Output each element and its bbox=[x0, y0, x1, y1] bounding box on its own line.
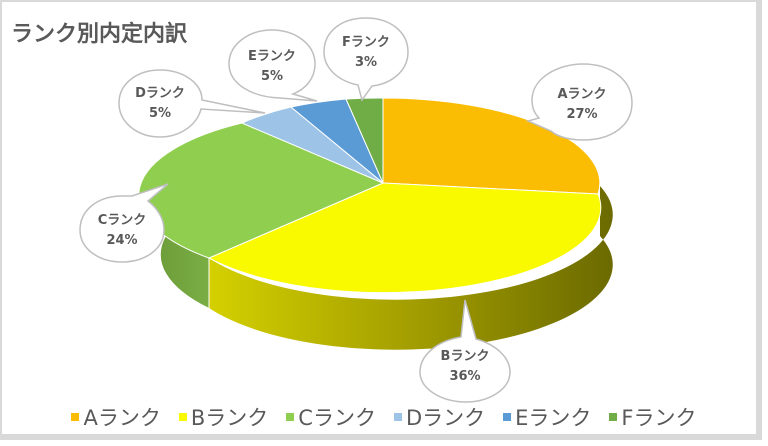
svg-text:36%: 36% bbox=[449, 369, 480, 384]
svg-text:24%: 24% bbox=[106, 233, 137, 248]
legend-item-c: Cランク bbox=[286, 402, 376, 432]
legend-swatch-icon bbox=[503, 413, 512, 421]
legend-label: Dランク bbox=[405, 406, 486, 430]
callout-a: Aランク 27% bbox=[525, 63, 633, 141]
svg-text:Bランク: Bランク bbox=[441, 349, 490, 364]
legend-swatch-icon bbox=[178, 413, 187, 421]
chart-legend: Aランク Bランク Cランク Dランク Eランク Fランク bbox=[0, 402, 768, 432]
legend-item-f: Fランク bbox=[609, 402, 697, 432]
legend-item-b: Bランク bbox=[178, 402, 269, 432]
legend-label: Bランク bbox=[190, 406, 269, 430]
svg-text:5%: 5% bbox=[261, 69, 283, 84]
legend-swatch-icon bbox=[286, 413, 295, 421]
callout-e: Eランク 5% bbox=[228, 29, 318, 102]
callout-c: Cランク 24% bbox=[79, 183, 169, 263]
svg-text:Dランク: Dランク bbox=[135, 86, 185, 101]
svg-text:Eランク: Eランク bbox=[248, 49, 296, 64]
svg-text:Aランク: Aランク bbox=[557, 87, 606, 102]
legend-swatch-icon bbox=[609, 413, 618, 421]
legend-label: Aランク bbox=[83, 406, 161, 430]
svg-text:Fランク: Fランク bbox=[342, 35, 390, 50]
legend-swatch-icon bbox=[71, 413, 80, 421]
legend-label: Eランク bbox=[515, 406, 592, 430]
chart-title: ランク別内定内訳 bbox=[11, 22, 188, 47]
slice-f bbox=[345, 97, 384, 184]
legend-item-d: Dランク bbox=[393, 402, 486, 432]
svg-text:27%: 27% bbox=[566, 107, 597, 122]
legend-label: Fランク bbox=[621, 406, 697, 430]
slice-b bbox=[207, 182, 602, 294]
legend-item-a: Aランク bbox=[71, 402, 161, 432]
callout-f: Fランク 3% bbox=[323, 17, 409, 102]
callout-b: Bランク 36% bbox=[419, 299, 511, 403]
callout-d: Dランク 5% bbox=[118, 69, 266, 138]
pie-top bbox=[138, 97, 602, 294]
svg-text:Cランク: Cランク bbox=[98, 213, 147, 228]
legend-label: Cランク bbox=[298, 406, 376, 430]
legend-swatch-icon bbox=[393, 413, 402, 421]
legend-item-e: Eランク bbox=[503, 402, 591, 432]
callouts: Aランク 27% Bランク 36% Cランク 24% Dランク 5% Eランク … bbox=[79, 17, 633, 403]
svg-text:5%: 5% bbox=[149, 106, 171, 121]
slice-c bbox=[138, 122, 385, 259]
svg-text:3%: 3% bbox=[355, 55, 377, 70]
